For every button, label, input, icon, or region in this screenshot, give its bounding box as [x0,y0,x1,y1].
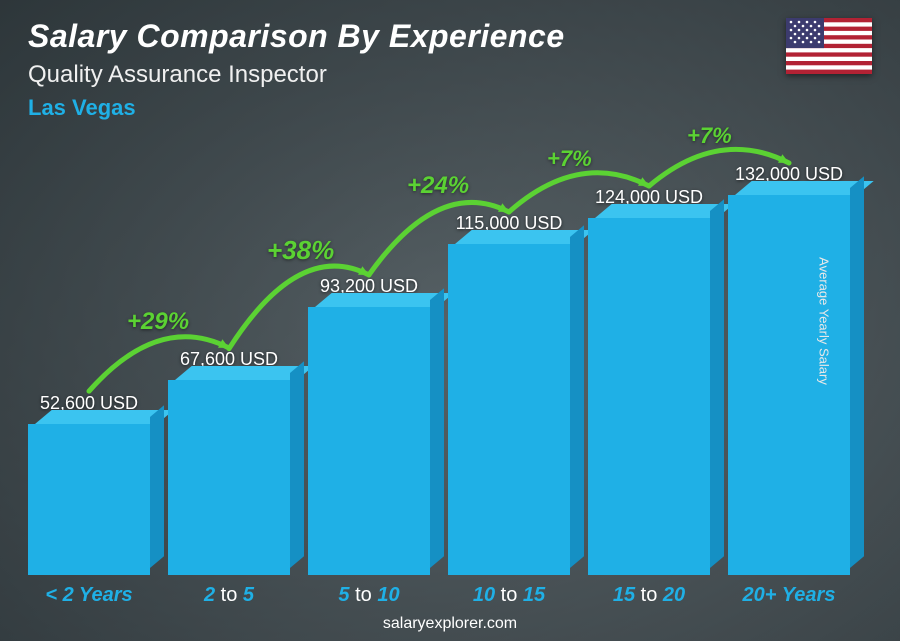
bar [448,244,570,575]
pct-change-label: +7% [687,123,732,149]
bar-group: 93,200 USD [308,276,430,575]
x-axis-labels: < 2 Years 2 to 5 5 to 10 10 to 15 15 to 20 20… [28,584,850,607]
flag-icon [786,18,872,74]
bar-group: 124,000 USD [588,187,710,575]
bar [28,424,150,575]
x-axis-label: 2 to 5 [168,584,290,607]
bar-group: 52,600 USD [28,393,150,575]
bar [588,218,710,575]
page-title: Salary Comparison By Experience [28,18,872,55]
footer-credit: salaryexplorer.com [0,615,900,633]
bar-group: 132,000 USD [728,164,850,575]
y-axis-label: Average Yearly Salary [817,257,832,385]
bar [308,307,430,575]
x-axis-label: < 2 Years [28,584,150,607]
bar [168,380,290,575]
pct-change-label: +29% [127,308,189,336]
location-label: Las Vegas [28,95,872,121]
bar-chart: 52,600 USD67,600 USD93,200 USD115,000 US… [28,145,850,575]
page-subtitle: Quality Assurance Inspector [28,61,872,89]
pct-change-label: +7% [547,146,592,172]
bar-group: 67,600 USD [168,349,290,575]
header: Salary Comparison By Experience Quality … [28,18,872,121]
pct-change-label: +38% [267,235,334,266]
x-axis-label: 10 to 15 [448,584,570,607]
bar-group: 115,000 USD [448,213,570,575]
pct-change-label: +24% [407,172,469,200]
x-axis-label: 5 to 10 [308,584,430,607]
x-axis-label: 20+ Years [728,584,850,607]
x-axis-label: 15 to 20 [588,584,710,607]
bar [728,195,850,575]
